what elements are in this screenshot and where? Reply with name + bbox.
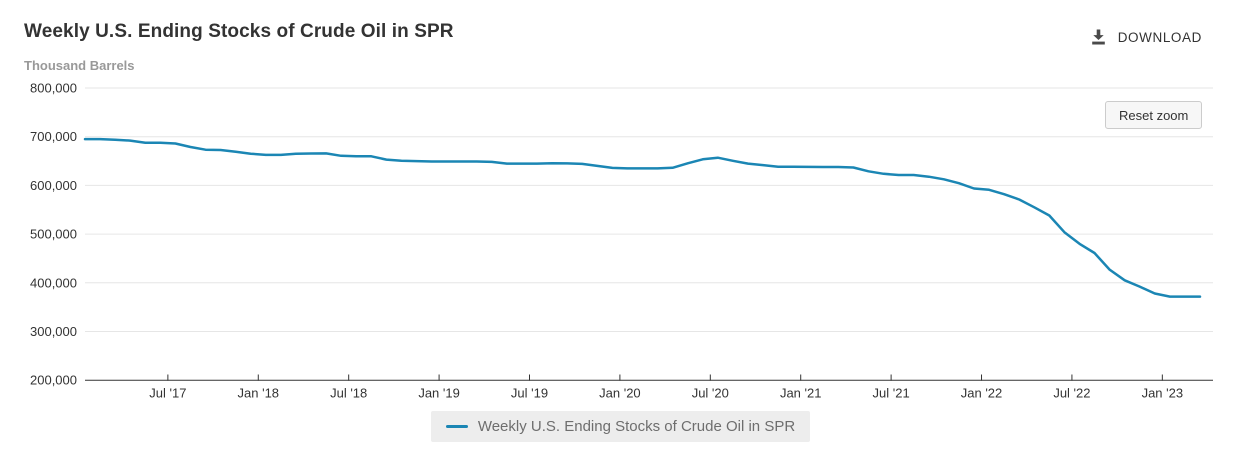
x-axis-label: Jul '20: [692, 386, 729, 401]
reset-zoom-button[interactable]: Reset zoom: [1105, 101, 1203, 129]
y-axis-unit-label: Thousand Barrels: [24, 58, 135, 73]
download-icon: [1091, 29, 1105, 45]
x-axis-label: Jan '22: [961, 386, 1003, 401]
legend-item[interactable]: Weekly U.S. Ending Stocks of Crude Oil i…: [430, 411, 811, 442]
x-axis-label: Jul '21: [873, 386, 910, 401]
y-axis-label: 400,000: [30, 275, 77, 290]
chart-title: Weekly U.S. Ending Stocks of Crude Oil i…: [24, 21, 454, 42]
x-axis-label: Jan '19: [418, 386, 460, 401]
x-axis-label: Jan '18: [238, 386, 280, 401]
y-axis-label: 200,000: [30, 373, 77, 388]
y-axis-label: 300,000: [30, 324, 77, 339]
chart-canvas[interactable]: 800,000 700,000 600,000 500,000 400,000 300,0…: [0, 0, 1241, 405]
x-axis-label: Jan '21: [780, 386, 822, 401]
legend-label: Weekly U.S. Ending Stocks of Crude Oil i…: [477, 418, 796, 435]
y-axis-label: 700,000: [30, 129, 77, 144]
x-axis-label: Jan '23: [1142, 386, 1184, 401]
x-axis-label: Jul '19: [511, 386, 548, 401]
y-axis-label: 800,000: [30, 81, 77, 96]
y-axis-label: 600,000: [30, 178, 77, 193]
x-axis-label: Jul '17: [149, 386, 186, 401]
y-axis-label: 500,000: [30, 227, 77, 242]
legend-marker-line: [445, 425, 468, 428]
x-axis-label: Jan '20: [599, 386, 641, 401]
series-line: [83, 137, 1202, 298]
x-axis-label: Jul '22: [1053, 386, 1090, 401]
download-label: DOWNLOAD: [1117, 29, 1202, 45]
x-axis-label: Jul '18: [330, 386, 367, 401]
legend: Weekly U.S. Ending Stocks of Crude Oil i…: [0, 411, 1241, 442]
download-button[interactable]: DOWNLOAD: [1087, 26, 1204, 48]
